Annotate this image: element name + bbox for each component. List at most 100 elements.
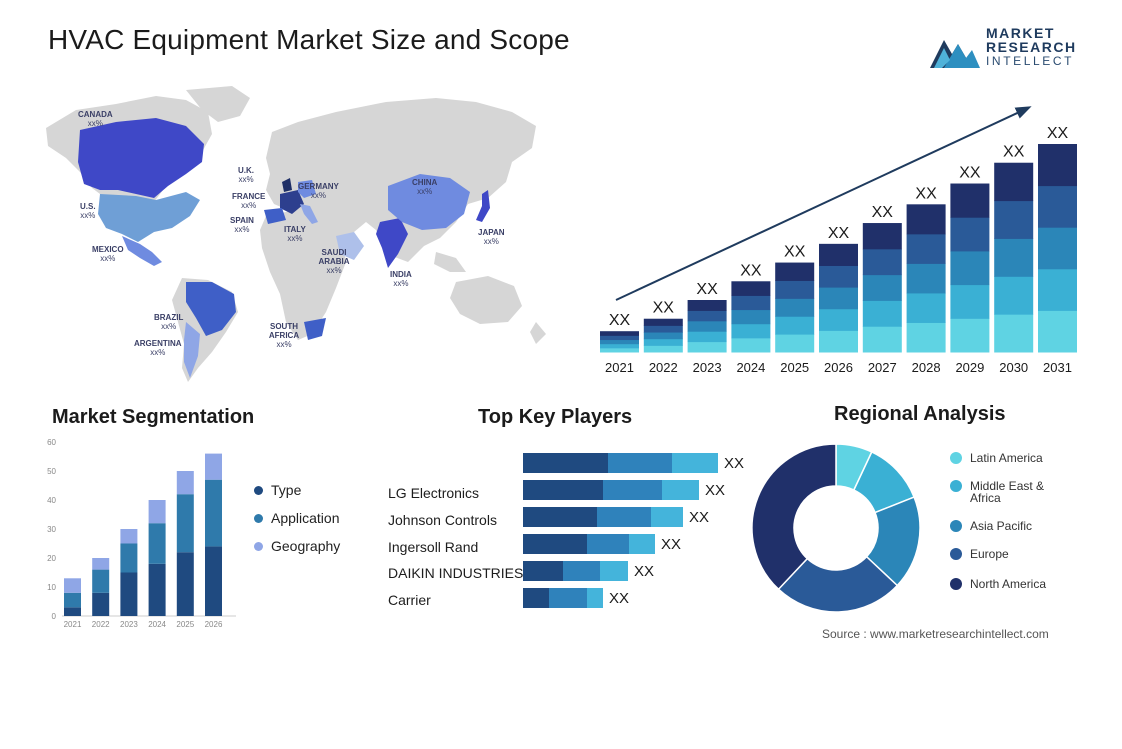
segmentation-bar-segment <box>176 552 194 616</box>
growth-year-label: 2031 <box>1043 360 1072 375</box>
player-label: Johnson Controls <box>388 512 497 528</box>
growth-bar-segment <box>906 233 946 264</box>
growth-bar-segment <box>819 308 858 331</box>
logo-mountain-icon <box>930 40 980 68</box>
region-germany <box>298 180 316 198</box>
map-label-france: FRANCE xx% <box>232 192 266 210</box>
segmentation-bar-segment <box>92 569 110 593</box>
growth-bar-segment <box>643 318 683 326</box>
segmentation-bar-segment <box>120 543 138 573</box>
segmentation-y-tick: 0 <box>52 612 57 621</box>
key-players-chart: LG Electronics Johnson Controls Ingersol… <box>380 446 760 616</box>
player-data-label: XX <box>661 536 681 553</box>
segmentation-bar-segment <box>64 578 81 593</box>
growth-year-label: 2030 <box>999 360 1028 375</box>
map-label-italy: ITALY xx% <box>284 225 306 243</box>
map-label-argentina: ARGENTINA xx% <box>134 339 182 357</box>
player-data-label: XX <box>724 455 744 472</box>
growth-bar-segment <box>862 300 902 327</box>
player-bar-segment <box>523 453 608 473</box>
player-label: LG Electronics <box>388 485 480 501</box>
logo-line-3: INTELLECT <box>986 54 1075 68</box>
map-label-canada: CANADA xx% <box>78 110 113 128</box>
map-label-uk: U.K. xx% <box>238 166 254 184</box>
player-bar-segment <box>523 561 563 581</box>
legend-label: Asia Pacific <box>970 519 1033 533</box>
growth-bar-segment <box>775 334 815 353</box>
segmentation-bar-segment <box>120 529 138 544</box>
growth-data-label: XX <box>828 225 850 242</box>
region-japan <box>476 190 490 222</box>
regional-legend-item: Asia Pacific <box>950 520 1070 532</box>
regional-legend-item: North America <box>950 578 1070 590</box>
growth-bar-segment <box>994 200 1034 239</box>
growth-bar-segment <box>731 323 771 339</box>
growth-bar-segment <box>687 331 727 343</box>
growth-bar-segment <box>994 238 1034 277</box>
growth-bar-segment <box>687 320 727 332</box>
growth-bar-segment <box>600 339 639 345</box>
company-logo: MARKET RESEARCH INTELLECT <box>928 26 1088 72</box>
player-bar-segment <box>597 507 651 527</box>
growth-data-label: XX <box>915 185 937 202</box>
segmentation-y-tick: 50 <box>47 467 56 476</box>
growth-bar-segment <box>1038 227 1077 270</box>
player-bar-segment <box>603 480 662 500</box>
donut-slice <box>777 555 899 613</box>
region-mexico <box>122 236 162 266</box>
player-bar-segment <box>587 534 629 554</box>
growth-year-label: 2026 <box>824 360 853 375</box>
region-france <box>280 190 304 214</box>
segmentation-bar-segment <box>205 546 222 616</box>
player-bar-segment <box>629 534 655 554</box>
growth-bar-segment <box>906 322 946 353</box>
growth-bar-segment <box>994 314 1034 353</box>
legend-dot-type <box>254 485 263 495</box>
growth-bar-segment <box>819 265 858 288</box>
growth-bar-segment <box>994 276 1034 315</box>
segmentation-x-tick: 2021 <box>64 620 82 629</box>
player-bar-segment <box>523 507 597 527</box>
growth-bar-segment <box>687 300 727 311</box>
segmentation-bar-segment <box>205 479 222 547</box>
growth-bar-segment <box>950 217 990 252</box>
growth-bar-segment <box>775 262 815 281</box>
player-bar-segment <box>523 588 549 608</box>
legend-dot-latin-america <box>950 452 962 464</box>
growth-bar-segment <box>906 204 946 235</box>
key-players-title: Top Key Players <box>478 406 633 428</box>
player-bar-segment <box>587 588 603 608</box>
segmentation-legend-item: Type <box>254 476 340 504</box>
map-label-japan: JAPAN xx% <box>478 228 505 246</box>
donut-slice <box>751 443 837 591</box>
growth-bar-segment <box>1038 144 1077 187</box>
player-bar-segment <box>549 588 587 608</box>
segmentation-y-tick: 10 <box>47 583 56 592</box>
player-bar-segment <box>563 561 600 581</box>
legend-label: Geography <box>271 538 341 554</box>
segmentation-x-tick: 2025 <box>176 620 194 629</box>
growth-bar-segment <box>906 263 946 294</box>
legend-label: North America <box>970 577 1047 591</box>
region-us <box>98 192 200 242</box>
map-label-south-africa: SOUTH AFRICA xx% <box>268 322 300 349</box>
growth-bar-segment <box>600 343 639 349</box>
growth-bar-segment <box>643 338 683 346</box>
growth-bar-segment <box>994 162 1034 202</box>
segmentation-bar-segment <box>64 607 81 616</box>
region-italy <box>300 204 318 224</box>
growth-bar-segment <box>819 243 858 266</box>
segmentation-y-tick: 40 <box>47 496 56 505</box>
player-data-label: XX <box>689 509 709 526</box>
growth-bar-segment <box>862 326 902 353</box>
growth-data-label: XX <box>784 244 806 261</box>
growth-bar-segment <box>600 335 639 341</box>
growth-year-label: 2024 <box>736 360 765 375</box>
map-label-brazil: BRAZIL xx% <box>154 313 184 331</box>
growth-data-label: XX <box>872 204 894 221</box>
growth-bar-segment <box>950 318 990 353</box>
player-data-label: XX <box>705 482 725 499</box>
segmentation-y-tick: 30 <box>47 525 56 534</box>
legend-label: Application <box>271 510 340 526</box>
growth-data-label: XX <box>740 262 762 279</box>
